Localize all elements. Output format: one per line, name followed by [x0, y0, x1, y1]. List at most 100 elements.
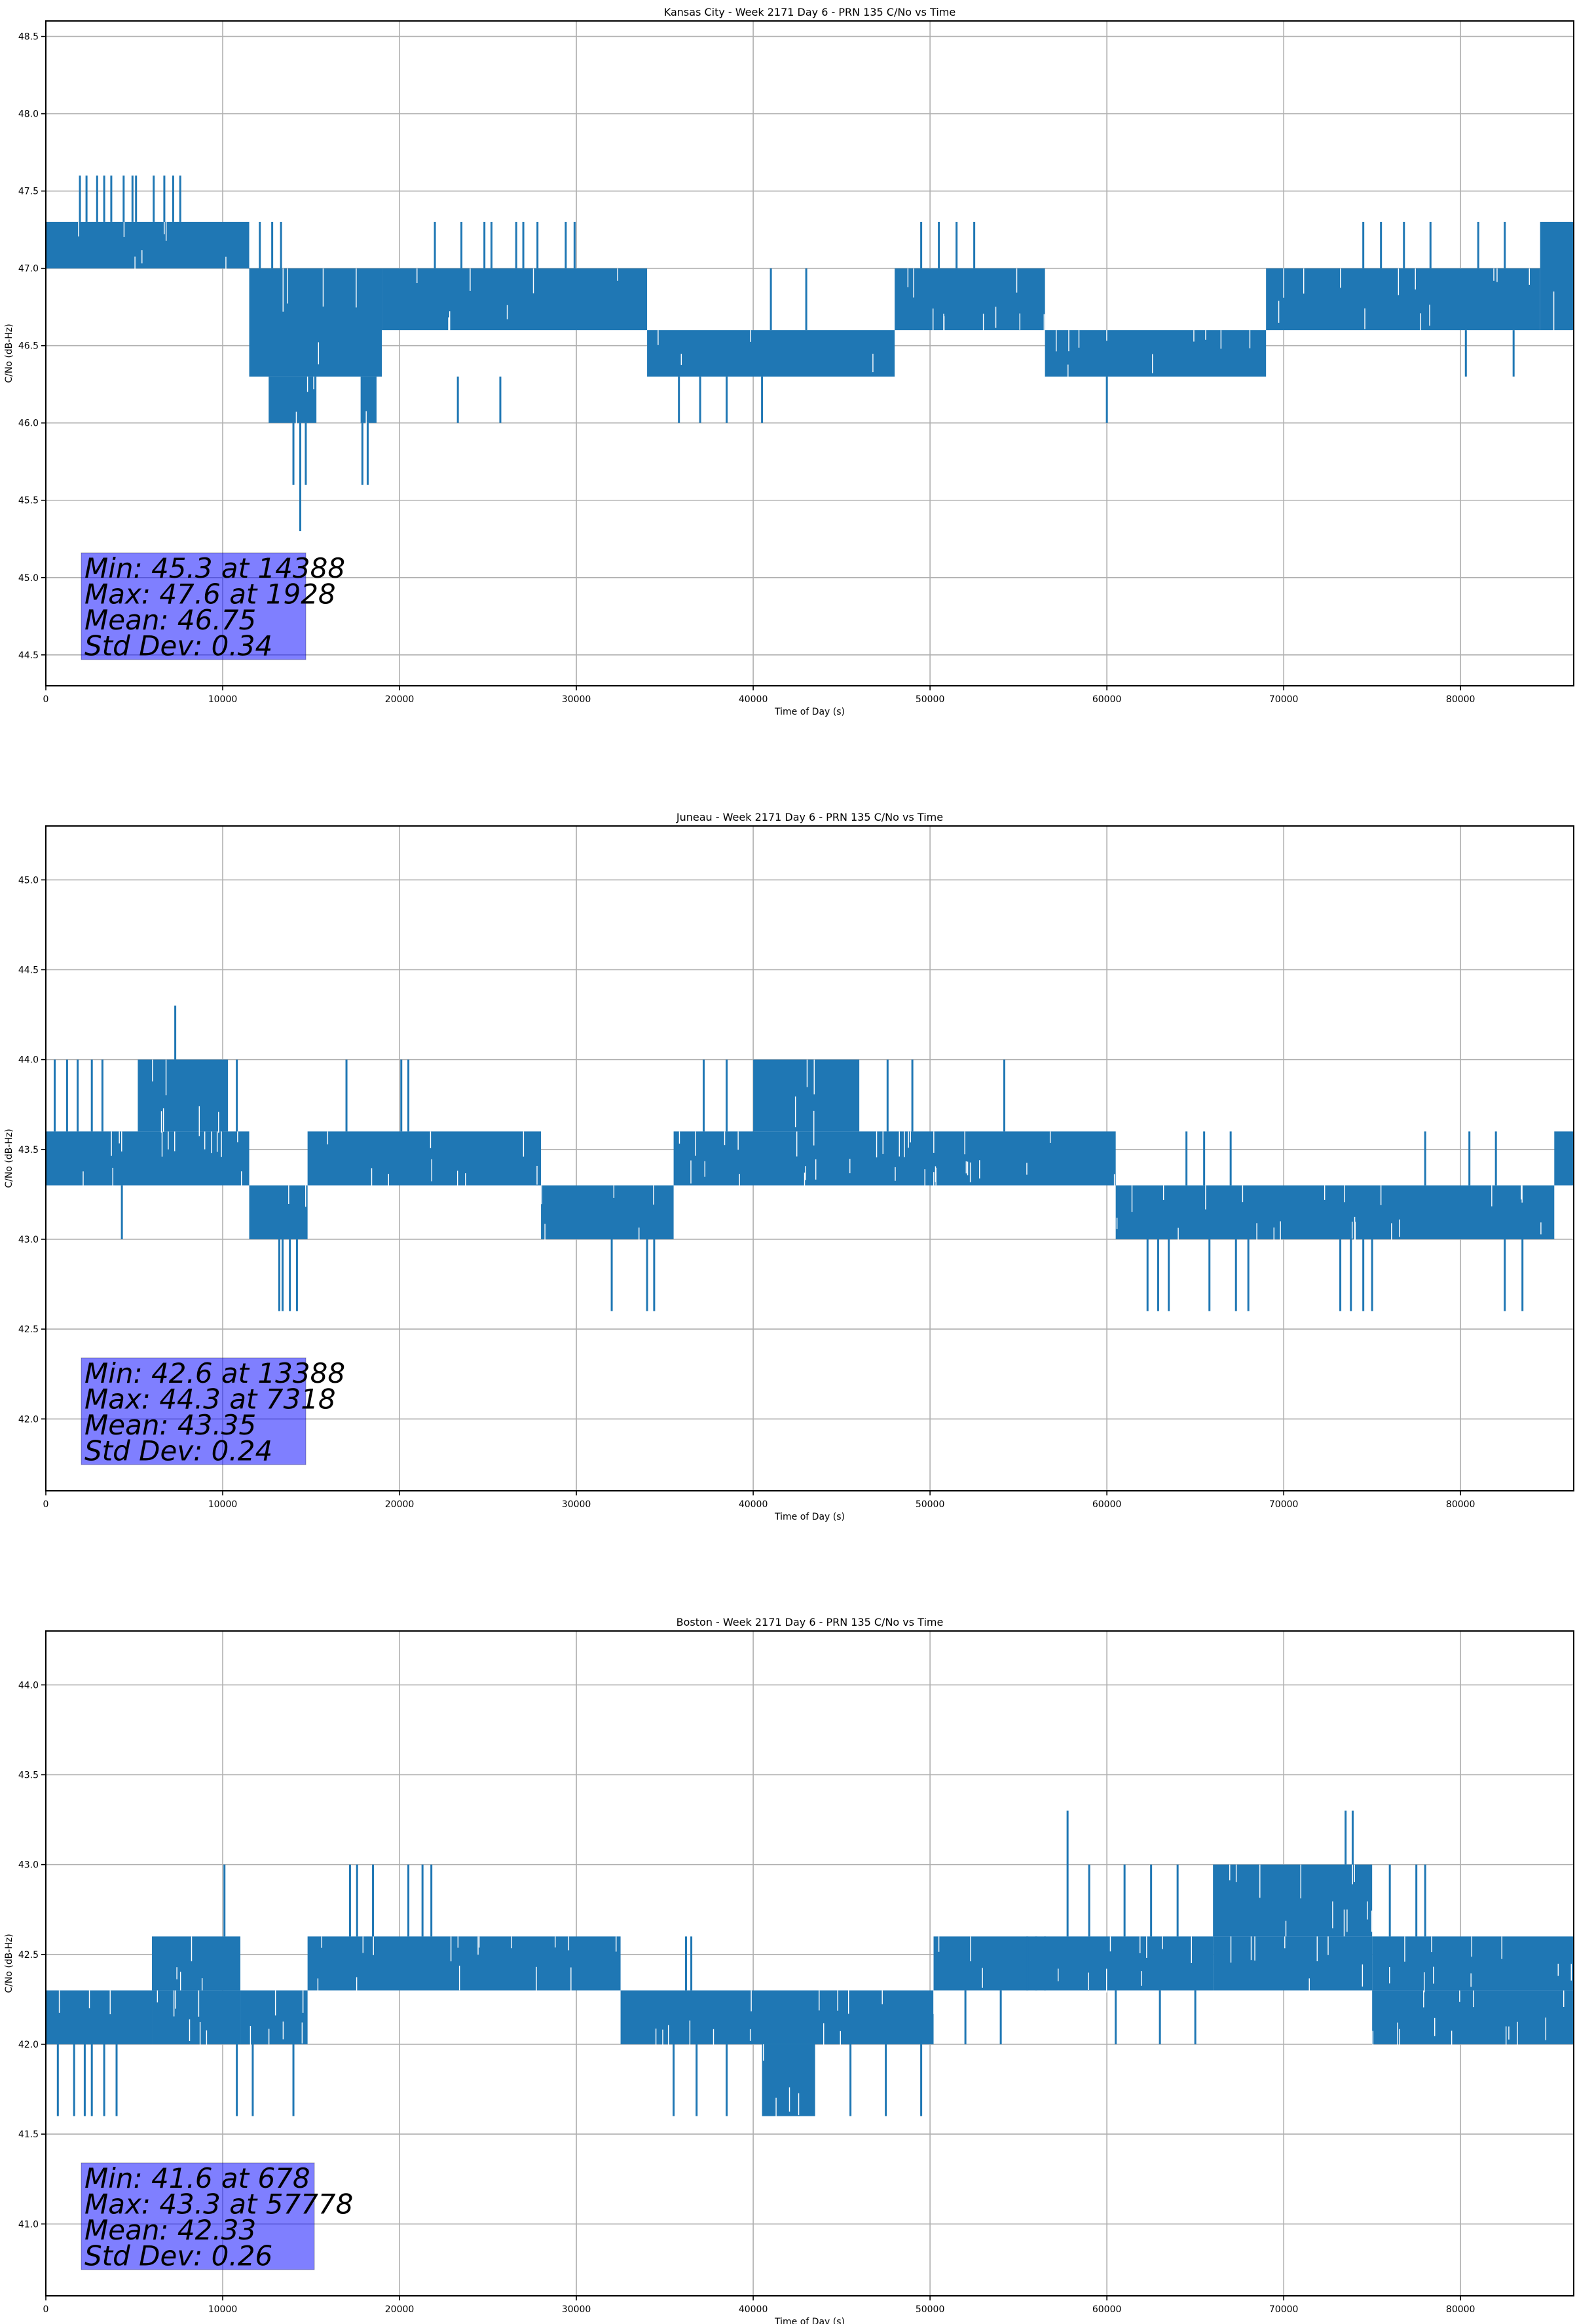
data-gap	[1191, 1936, 1193, 1964]
data-gap	[1026, 1163, 1028, 1175]
data-gap	[837, 1990, 838, 2011]
data-band	[152, 1936, 241, 1991]
data-gap	[237, 1131, 238, 1142]
x-tick-label: 70000	[1269, 2304, 1299, 2315]
data-series	[46, 1005, 1574, 1311]
data-gap	[327, 1131, 329, 1145]
data-gap	[157, 1990, 158, 2003]
data-gap	[1389, 1967, 1390, 1984]
data-gap	[218, 1112, 219, 1133]
x-tick-label: 20000	[385, 694, 415, 705]
data-band	[360, 376, 377, 423]
data-band	[46, 1131, 250, 1186]
data-gap	[1397, 2022, 1398, 2050]
y-tick-label: 43.0	[18, 1860, 39, 1871]
data-gap	[1354, 1864, 1355, 1883]
x-tick-label: 60000	[1092, 694, 1122, 705]
data-gap	[969, 1162, 971, 1183]
data-gap	[935, 1167, 937, 1186]
data-band	[1540, 221, 1574, 331]
data-gap	[282, 2021, 284, 2040]
x-axis-label: Time of Day (s)	[774, 2317, 845, 2324]
y-tick-label: 46.0	[18, 419, 39, 429]
stat-max: Max: 44.3 at 7318	[84, 1383, 336, 1415]
data-gap	[356, 1977, 358, 2000]
data-gap	[570, 1967, 572, 1992]
stats-box: Min: 42.6 at 13388 Max: 44.3 at 7318 Mea…	[81, 1357, 345, 1467]
data-gap	[979, 1160, 980, 1179]
data-gap	[1067, 364, 1069, 383]
data-gap	[1493, 268, 1494, 281]
data-gap	[58, 1990, 60, 2013]
data-gap	[1451, 2031, 1453, 2052]
x-tick-label: 40000	[739, 2304, 768, 2315]
y-tick-label: 42.5	[18, 1324, 39, 1335]
chart-title: Boston - Week 2171 Day 6 - PRN 135 C/No …	[677, 1616, 944, 1628]
x-tick-label: 30000	[562, 1499, 591, 1510]
y-tick-label: 44.5	[18, 650, 39, 661]
data-gap	[240, 1171, 242, 1195]
data-gap	[1283, 268, 1284, 298]
stats-box: Min: 45.3 at 14388 Max: 47.6 at 1928 Mea…	[81, 552, 345, 662]
data-gap	[750, 330, 751, 342]
data-gap	[301, 2022, 303, 2044]
data-gap	[1557, 1963, 1559, 1976]
data-gap	[938, 1936, 940, 1952]
plot-frame	[45, 825, 1574, 1491]
data-band	[1372, 1936, 1574, 1991]
data-gap	[1496, 268, 1498, 282]
data-gap	[448, 317, 449, 335]
data-gap	[680, 354, 682, 365]
x-tick-label: 50000	[916, 694, 945, 705]
data-gap	[1415, 268, 1416, 290]
data-band	[307, 1131, 542, 1186]
data-gap	[1391, 1223, 1392, 1245]
data-gap	[1470, 1973, 1472, 1987]
data-gap	[388, 1174, 390, 1195]
data-band	[762, 2044, 815, 2116]
x-tick-label: 60000	[1092, 2304, 1122, 2315]
x-tick-label: 0	[43, 1499, 49, 1510]
data-gap	[1343, 1909, 1345, 1941]
data-band	[249, 268, 382, 377]
data-gap	[1354, 1216, 1356, 1241]
data-gap	[796, 1131, 798, 1157]
data-gap	[805, 1166, 806, 1180]
data-gap	[1205, 1185, 1206, 1210]
data-gap	[1303, 268, 1305, 294]
data-gap	[430, 1131, 432, 1148]
x-tick-label: 20000	[385, 2304, 415, 2315]
data-band	[46, 221, 250, 269]
data-gap	[206, 2030, 208, 2052]
stat-std-dev: Std Dev: 0.26	[84, 2240, 272, 2272]
data-gap	[1316, 1936, 1318, 1962]
x-tick-label: 10000	[208, 1499, 238, 1510]
data-gap	[1563, 1990, 1565, 2007]
data-gap	[762, 2044, 764, 2061]
x-axis-label: Time of Day (s)	[774, 1512, 845, 1522]
y-tick-label: 44.0	[18, 1055, 39, 1066]
data-gap	[225, 256, 227, 276]
data-gap	[933, 1172, 935, 1195]
data-gap	[1540, 1222, 1542, 1235]
data-gap	[365, 411, 367, 432]
data-gap	[322, 268, 324, 307]
data-gap	[152, 1059, 153, 1082]
data-gap	[678, 1131, 680, 1144]
data-gap	[749, 2029, 751, 2041]
data-gap	[847, 1990, 849, 2014]
data-band	[1266, 268, 1540, 331]
x-tick-label: 40000	[739, 694, 768, 705]
data-gap	[813, 1110, 815, 1146]
data-gap	[881, 1990, 883, 2004]
x-tick-label: 60000	[1092, 1499, 1122, 1510]
data-gap	[995, 307, 997, 328]
data-band	[895, 268, 1045, 331]
data-gap	[1105, 1968, 1107, 1993]
data-gap	[662, 2029, 663, 2051]
data-gap	[109, 1990, 111, 2015]
data-gap	[1088, 1972, 1090, 1991]
data-gap	[617, 268, 618, 281]
stat-mean: Mean: 42.33	[84, 2214, 256, 2246]
data-gap	[849, 1159, 851, 1174]
